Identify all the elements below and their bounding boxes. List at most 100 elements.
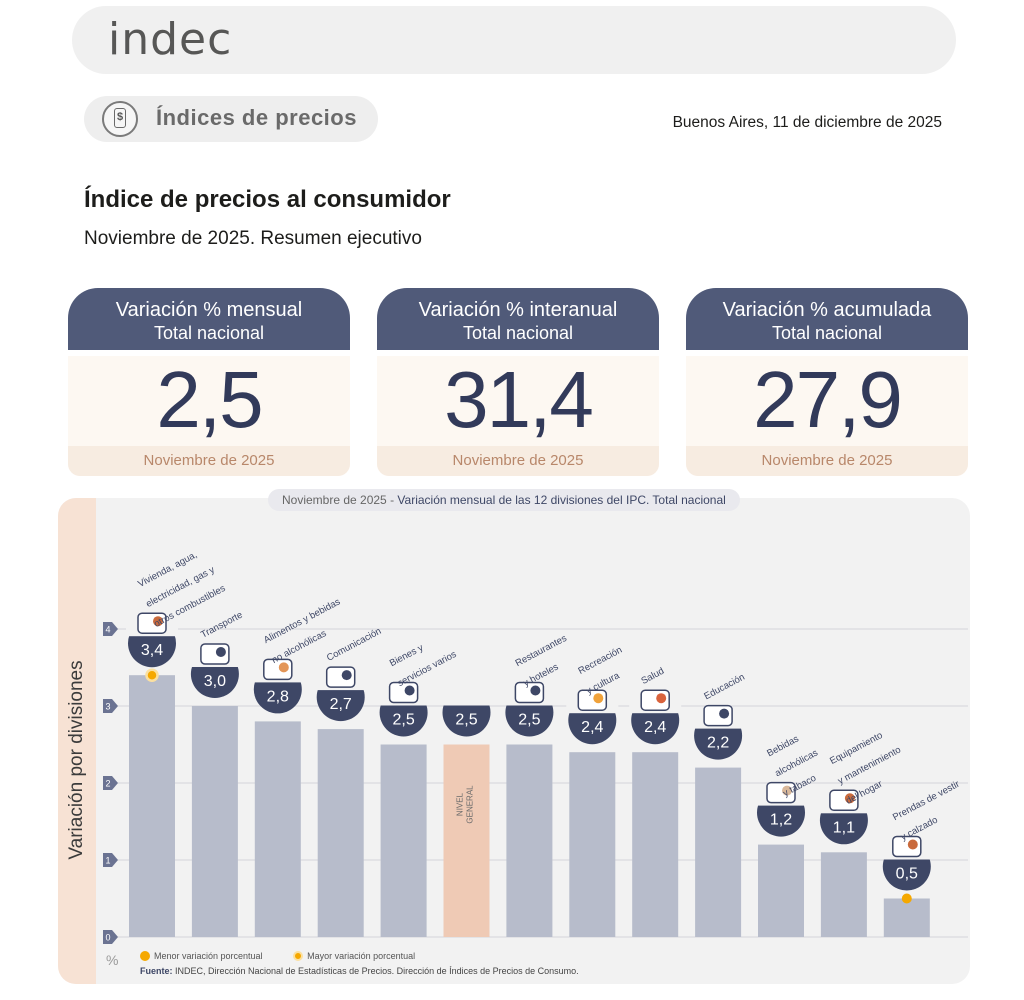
bar bbox=[254, 721, 301, 937]
y-tick-marker bbox=[103, 622, 118, 636]
card-value: 27,9 bbox=[753, 355, 903, 444]
bar bbox=[569, 752, 616, 937]
value-label: 1,1 bbox=[833, 819, 855, 836]
dateline: Buenos Aires, 11 de diciembre de 2025 bbox=[672, 114, 942, 131]
bar bbox=[506, 744, 553, 937]
source-note: Fuente: INDEC, Dirección Nacional de Est… bbox=[140, 965, 579, 977]
header-bar bbox=[72, 6, 956, 74]
card-value: 31,4 bbox=[444, 355, 594, 444]
category-label: Restaurantes bbox=[514, 633, 569, 669]
bar bbox=[443, 744, 490, 937]
card-footer bbox=[686, 446, 968, 476]
category-label: Bienes y bbox=[388, 642, 426, 669]
bar bbox=[317, 729, 364, 937]
bottle-glass-icon bbox=[766, 781, 796, 804]
tshirt-shoe-icon bbox=[892, 835, 922, 858]
y-tick-label: 0 bbox=[105, 933, 110, 943]
food-icon bbox=[263, 658, 293, 681]
card-scope: Total nacional bbox=[771, 323, 883, 343]
category-label: Prendas de vestir bbox=[891, 779, 961, 823]
card-label: Variación % mensual bbox=[115, 299, 303, 321]
y-tick-label: 3 bbox=[105, 702, 110, 712]
card-period: Noviembre de 2025 bbox=[761, 452, 893, 469]
y-tick-label: 1 bbox=[105, 856, 110, 866]
bar bbox=[820, 852, 867, 937]
comb-scissors-icon bbox=[388, 681, 419, 704]
source-text: INDEC, Dirección Nacional de Estadística… bbox=[172, 966, 579, 976]
value-label: 1,2 bbox=[770, 812, 792, 829]
min-marker bbox=[901, 893, 912, 904]
price-tag-icon: $ bbox=[102, 101, 138, 137]
caption-separator: - bbox=[386, 493, 398, 507]
card-footer bbox=[377, 446, 659, 476]
bar bbox=[758, 844, 804, 937]
bar bbox=[632, 752, 679, 937]
card-value: 2,5 bbox=[156, 355, 263, 444]
badge-mask bbox=[440, 686, 493, 706]
card-acumulada: Variación % acumulada Total nacional 27,… bbox=[686, 288, 968, 476]
phone-icon bbox=[325, 666, 356, 688]
card-footer bbox=[68, 446, 350, 476]
chart-legend: Menor variación porcentual Mayor variaci… bbox=[140, 950, 415, 962]
indec-logo[interactable]: indec bbox=[108, 14, 233, 65]
card-mensual: Variación % mensual Total nacional 2,5 N… bbox=[68, 288, 350, 476]
card-header: Variación % mensual Total nacional bbox=[68, 288, 350, 350]
y-unit-label: % bbox=[106, 952, 119, 968]
category-label: Educación bbox=[702, 672, 746, 703]
value-label: 2,4 bbox=[644, 719, 666, 736]
category-label: Comunicación bbox=[325, 626, 383, 664]
y-tick-label: 4 bbox=[105, 625, 110, 635]
min-dot-icon bbox=[140, 951, 150, 961]
category-label: Salud bbox=[639, 666, 666, 687]
caption-text: Variación mensual de las 12 divisiones d… bbox=[397, 493, 726, 507]
y-tick-label: 2 bbox=[105, 779, 110, 789]
value-label: 2,8 bbox=[267, 688, 289, 705]
chart-caption: Noviembre de 2025 - Variación mensual de… bbox=[268, 489, 740, 511]
tools-bulb-icon bbox=[137, 612, 167, 634]
card-label: Variación % acumulada bbox=[722, 299, 932, 321]
value-label: 2,7 bbox=[330, 696, 352, 713]
y-tick-marker bbox=[103, 699, 118, 713]
section-title: Índices de precios bbox=[156, 105, 357, 130]
caption-period: Noviembre de 2025 bbox=[282, 493, 387, 507]
card-header: Variación % interanual Total nacional bbox=[377, 288, 659, 350]
category-label: Transporte bbox=[199, 610, 244, 641]
legend-min: Menor variación porcentual bbox=[154, 951, 263, 961]
card-scope: Total nacional bbox=[462, 323, 574, 343]
chart-side-band bbox=[58, 498, 96, 984]
value-label: 2,4 bbox=[581, 719, 603, 736]
y-tick-marker bbox=[103, 930, 118, 944]
card-interanual: Variación % interanual Total nacional 31… bbox=[377, 288, 659, 476]
y-tick-marker bbox=[103, 776, 118, 790]
bus-card-icon bbox=[200, 643, 230, 665]
bar bbox=[380, 744, 427, 937]
value-label: 2,5 bbox=[518, 712, 540, 729]
nivel-general-label: NIVEL bbox=[456, 792, 465, 816]
value-label: 3,0 bbox=[204, 673, 226, 690]
max-marker bbox=[145, 668, 159, 682]
card-scope: Total nacional bbox=[153, 323, 265, 343]
card-period: Noviembre de 2025 bbox=[143, 452, 275, 469]
max-dot-icon bbox=[293, 951, 304, 961]
dish-icon bbox=[514, 681, 545, 704]
health-cross-icon bbox=[640, 689, 670, 711]
value-label: 2,5 bbox=[392, 712, 414, 729]
value-label: 2,5 bbox=[455, 712, 477, 729]
nivel-general-label: GENERAL bbox=[466, 785, 475, 824]
legend-max: Mayor variación porcentual bbox=[307, 951, 416, 961]
washing-machine-icon bbox=[829, 789, 859, 812]
value-label: 2,2 bbox=[707, 735, 729, 752]
y-tick-marker bbox=[103, 853, 118, 867]
bar bbox=[695, 767, 742, 937]
notebook-icon bbox=[703, 704, 733, 727]
value-label: 0,5 bbox=[896, 866, 918, 883]
bar bbox=[129, 675, 175, 937]
beach-umbrella-icon bbox=[577, 689, 608, 711]
card-header: Variación % acumulada Total nacional bbox=[686, 288, 968, 350]
page-title: Índice de precios al consumidor bbox=[84, 186, 451, 213]
card-period: Noviembre de 2025 bbox=[452, 452, 584, 469]
bar bbox=[191, 706, 238, 937]
value-label: 3,4 bbox=[141, 642, 163, 659]
bar bbox=[883, 898, 930, 937]
